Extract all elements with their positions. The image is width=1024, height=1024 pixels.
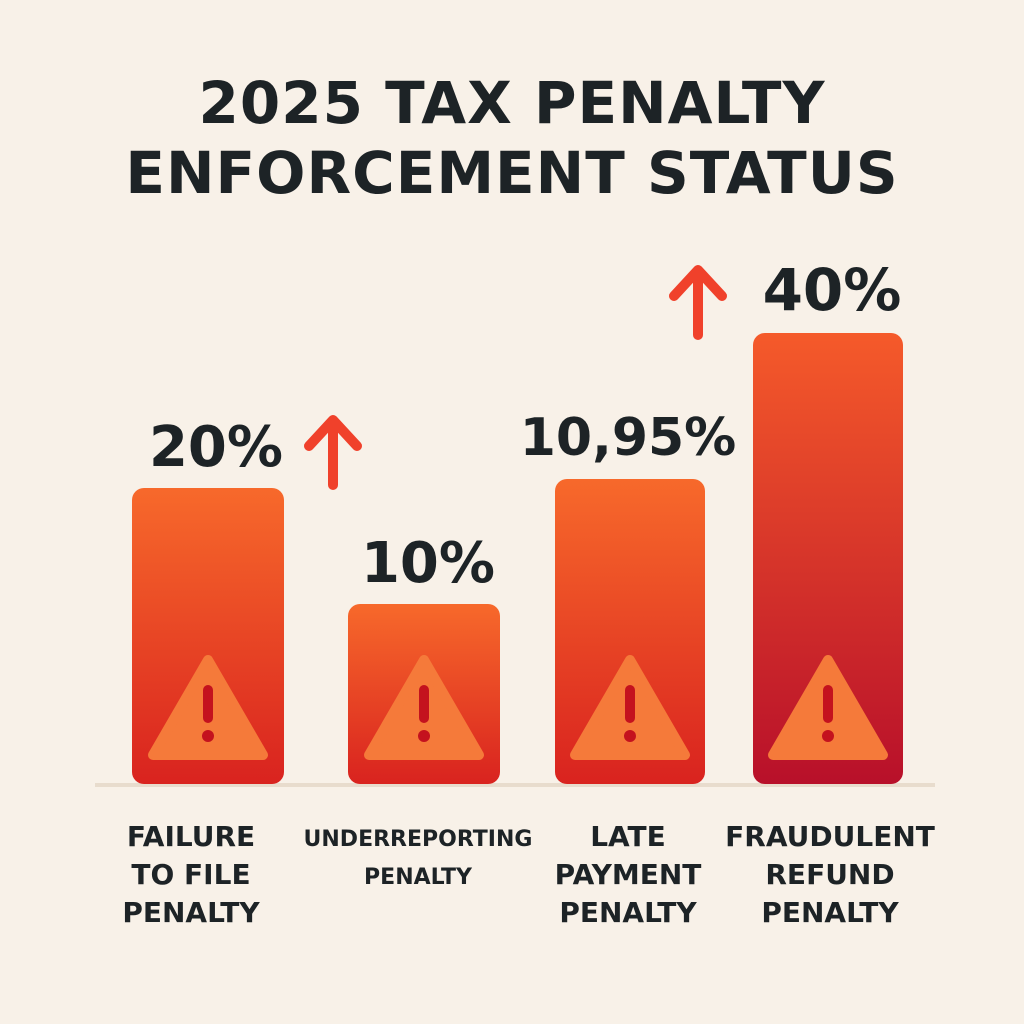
- value-label-4: 40%: [763, 256, 902, 324]
- chart-title-line-1: 2025 TAX PENALTY: [198, 69, 826, 137]
- warning-triangle-icon: [570, 655, 690, 760]
- category-label-4: FRAUDULENT REFUND PENALTY: [725, 820, 935, 929]
- warning-triangle-icon: [364, 655, 484, 760]
- value-label-2: 10%: [361, 531, 495, 596]
- value-label-1: 20%: [149, 415, 283, 480]
- category-label-line: PAYMENT: [555, 858, 702, 891]
- chart-title-line-2: ENFORCEMENT STATUS: [125, 139, 899, 207]
- bar-1: [132, 488, 284, 784]
- warning-triangle-icon: [768, 655, 888, 760]
- category-label-line: PENALTY: [761, 896, 899, 929]
- category-label-line: FAILURE: [127, 820, 255, 853]
- category-label-line: PENALTY: [122, 896, 260, 929]
- category-label-line: REFUND: [765, 858, 894, 891]
- category-label-line: PENALTY: [559, 896, 697, 929]
- up-arrow-icon: [304, 415, 362, 490]
- value-label-3: 10,95%: [520, 408, 737, 468]
- category-label-3: LATE PAYMENT PENALTY: [555, 820, 702, 929]
- warning-triangle-icon: [148, 655, 268, 760]
- category-label-line: FRAUDULENT: [725, 820, 935, 853]
- up-arrow-icon: [669, 265, 727, 340]
- chart-title: 2025 TAX PENALTY ENFORCEMENT STATUS: [0, 68, 1024, 208]
- category-label-line: TO FILE: [131, 858, 250, 891]
- category-label-line: LATE: [590, 820, 666, 853]
- category-label-2: UNDERREPORTING PENALTY: [304, 827, 533, 890]
- bar-4: [753, 333, 903, 784]
- category-label-1: FAILURE TO FILE PENALTY: [122, 820, 260, 929]
- category-label-line: PENALTY: [364, 865, 473, 890]
- category-label-line: UNDERREPORTING: [304, 827, 533, 852]
- bar-3: [555, 479, 705, 784]
